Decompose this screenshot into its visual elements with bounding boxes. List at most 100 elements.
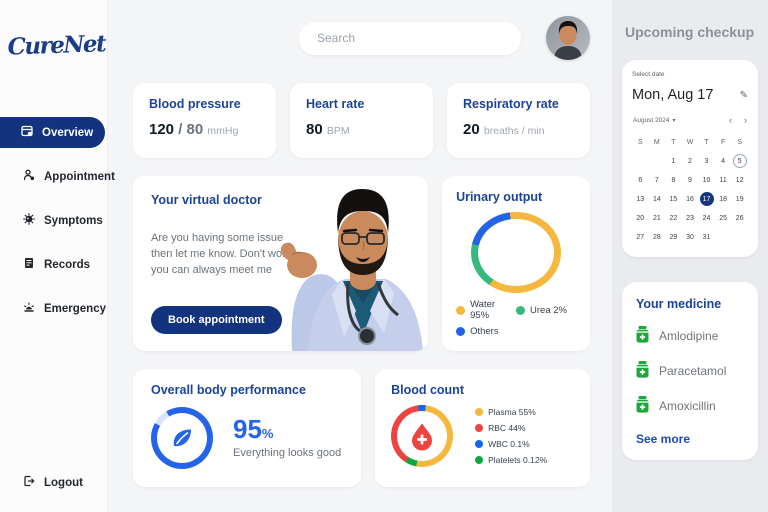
performance-body: 95% Everything looks good [151, 407, 343, 469]
logout-label: Logout [44, 476, 83, 489]
calendar-day[interactable]: 25 [719, 214, 728, 222]
virtual-doctor-card: Your virtual doctor Are you having some … [133, 176, 429, 351]
sidebar-item-emergency[interactable]: Emergency [0, 293, 107, 324]
sidebar-item-records[interactable]: Records [0, 249, 107, 280]
calendar-day[interactable]: 23 [686, 214, 694, 222]
medicine-item[interactable]: Amlodipine [636, 326, 744, 346]
calendar-day[interactable]: 7 [654, 176, 659, 184]
sidebar-item-symptoms[interactable]: Symptoms [0, 205, 107, 236]
topbar [133, 16, 590, 60]
calendar-day[interactable]: 20 [636, 214, 645, 222]
heart-rate-card[interactable]: Heart rate 80 BPM [290, 83, 433, 158]
appointment-icon [23, 169, 35, 184]
calendar-day[interactable]: 9 [688, 176, 692, 184]
urinary-output-card: Urinary output Water 95% Urea 2% Others [442, 176, 590, 351]
medicine-name: Amoxicillin [659, 399, 716, 413]
medicine-card: Your medicine Amlodipine Paracetamol Amoxi… [622, 282, 758, 460]
sidebar-item-label: Emergency [44, 302, 107, 315]
calendar-day[interactable]: 4 [721, 157, 726, 165]
calendar-day[interactable]: 29 [669, 233, 678, 241]
medicine-bottle-icon [636, 396, 649, 416]
calendar-day[interactable]: 16 [686, 195, 694, 203]
calendar-day[interactable]: 30 [686, 233, 694, 241]
legend-label: WBC 0.1% [488, 439, 530, 449]
legend-dot [475, 440, 484, 448]
your-medicine-title: Your medicine [636, 297, 722, 311]
respiratory-rate-card[interactable]: Respiratory rate 20 breaths / min [447, 83, 590, 158]
calendar-day[interactable]: 13 [636, 195, 645, 203]
legend-item: Platelets 0.12% [475, 455, 547, 465]
search-input[interactable] [299, 21, 521, 55]
vital-value: 80 BPM [306, 121, 350, 138]
performance-value: 95% [233, 413, 274, 444]
user-avatar[interactable] [546, 16, 590, 60]
sidebar-item-label: Records [44, 258, 91, 271]
edit-date-icon[interactable]: ✎ [739, 89, 748, 101]
leaf-icon [173, 429, 191, 447]
calendar-weekday: S [637, 138, 643, 146]
calendar-day[interactable]: 15 [669, 195, 678, 203]
calendar-day[interactable]: 8 [671, 176, 676, 184]
book-appointment-button[interactable]: Book appointment [151, 306, 282, 334]
medicine-item[interactable]: Amoxicillin [636, 396, 744, 416]
calendar-day[interactable]: 5 [731, 153, 748, 169]
legend-item: Plasma 55% [475, 407, 547, 417]
calendar-day[interactable]: 14 [652, 195, 661, 203]
calendar-weekday: W [686, 138, 694, 146]
right-panel: Upcoming checkup Select date Mon, Aug 17… [612, 0, 768, 512]
card-title: Overall body performance [151, 383, 306, 397]
sidebar-item-overview[interactable]: Overview [0, 117, 105, 148]
calendar-day[interactable]: 12 [735, 176, 744, 184]
sidebar-nav: Overview Appointment Symptoms Records Em… [0, 117, 115, 324]
legend-label: Plasma 55% [488, 407, 536, 417]
calendar-day[interactable]: 6 [638, 176, 643, 184]
medicine-bottle-icon [636, 326, 649, 346]
calendar-day[interactable]: 22 [669, 214, 678, 222]
legend-dot [516, 305, 526, 315]
calendar-day[interactable]: 11 [719, 176, 727, 184]
vital-value: 120 / 80 mmHg [149, 121, 239, 138]
logout-icon [23, 475, 35, 490]
calendar-day[interactable]: 31 [702, 233, 711, 241]
prev-month-button[interactable]: ‹ [729, 115, 732, 125]
sidebar-item-label: Symptoms [44, 214, 103, 227]
blood-count-donut-chart [391, 405, 454, 467]
calendar-day[interactable]: 3 [704, 157, 709, 165]
app-logo: CureNet [7, 30, 106, 61]
calendar-day[interactable]: 28 [652, 233, 661, 241]
legend-item: RBC 44% [475, 423, 547, 433]
calendar-empty-cell [632, 153, 649, 169]
overall-performance-card: Overall body performance 95% Everything … [133, 369, 362, 487]
legend-item: WBC 0.1% [475, 439, 547, 449]
calendar-weekday: M [653, 138, 660, 146]
calendar-day[interactable]: 2 [688, 157, 692, 165]
chevron-down-icon: ▾ [672, 118, 676, 124]
see-more-link[interactable]: See more [636, 432, 691, 446]
card-title: Your virtual doctor [151, 193, 262, 207]
next-month-button[interactable]: › [744, 115, 747, 125]
month-selector[interactable]: August 2024 [633, 117, 670, 124]
calendar-day[interactable]: 24 [702, 214, 711, 222]
card-title: Urinary output [456, 190, 543, 204]
calendar-weekday: F [720, 138, 726, 146]
calendar-weekday: T [704, 138, 709, 146]
calendar-day[interactable]: 26 [735, 214, 744, 222]
medicine-item[interactable]: Paracetamol [636, 361, 744, 381]
records-icon [23, 257, 35, 272]
blood-pressure-card[interactable]: Blood pressure 120 / 80 mmHg [133, 83, 276, 158]
middle-row: Your virtual doctor Are you having some … [133, 176, 590, 351]
dashboard-icon [21, 125, 33, 140]
calendar-day[interactable]: 19 [735, 195, 744, 203]
calendar-day[interactable]: 21 [652, 214, 661, 222]
calendar-day[interactable]: 1 [671, 157, 676, 165]
sidebar-item-appointment[interactable]: Appointment [0, 161, 115, 192]
logout-button[interactable]: Logout [0, 467, 83, 498]
calendar-day[interactable]: 17 [698, 191, 715, 207]
calendar-day[interactable]: 27 [636, 233, 645, 241]
calendar-day[interactable]: 10 [702, 176, 711, 184]
urinary-output-legend: Water 95% Urea 2% Others [456, 299, 576, 337]
blood-count-card: Blood count Plasma 55% RBC 44% WBC 0.1% Pla… [375, 369, 590, 487]
card-title: Heart rate [306, 97, 365, 111]
legend-item: Water 95% [456, 299, 516, 321]
calendar-day[interactable]: 18 [719, 195, 728, 203]
